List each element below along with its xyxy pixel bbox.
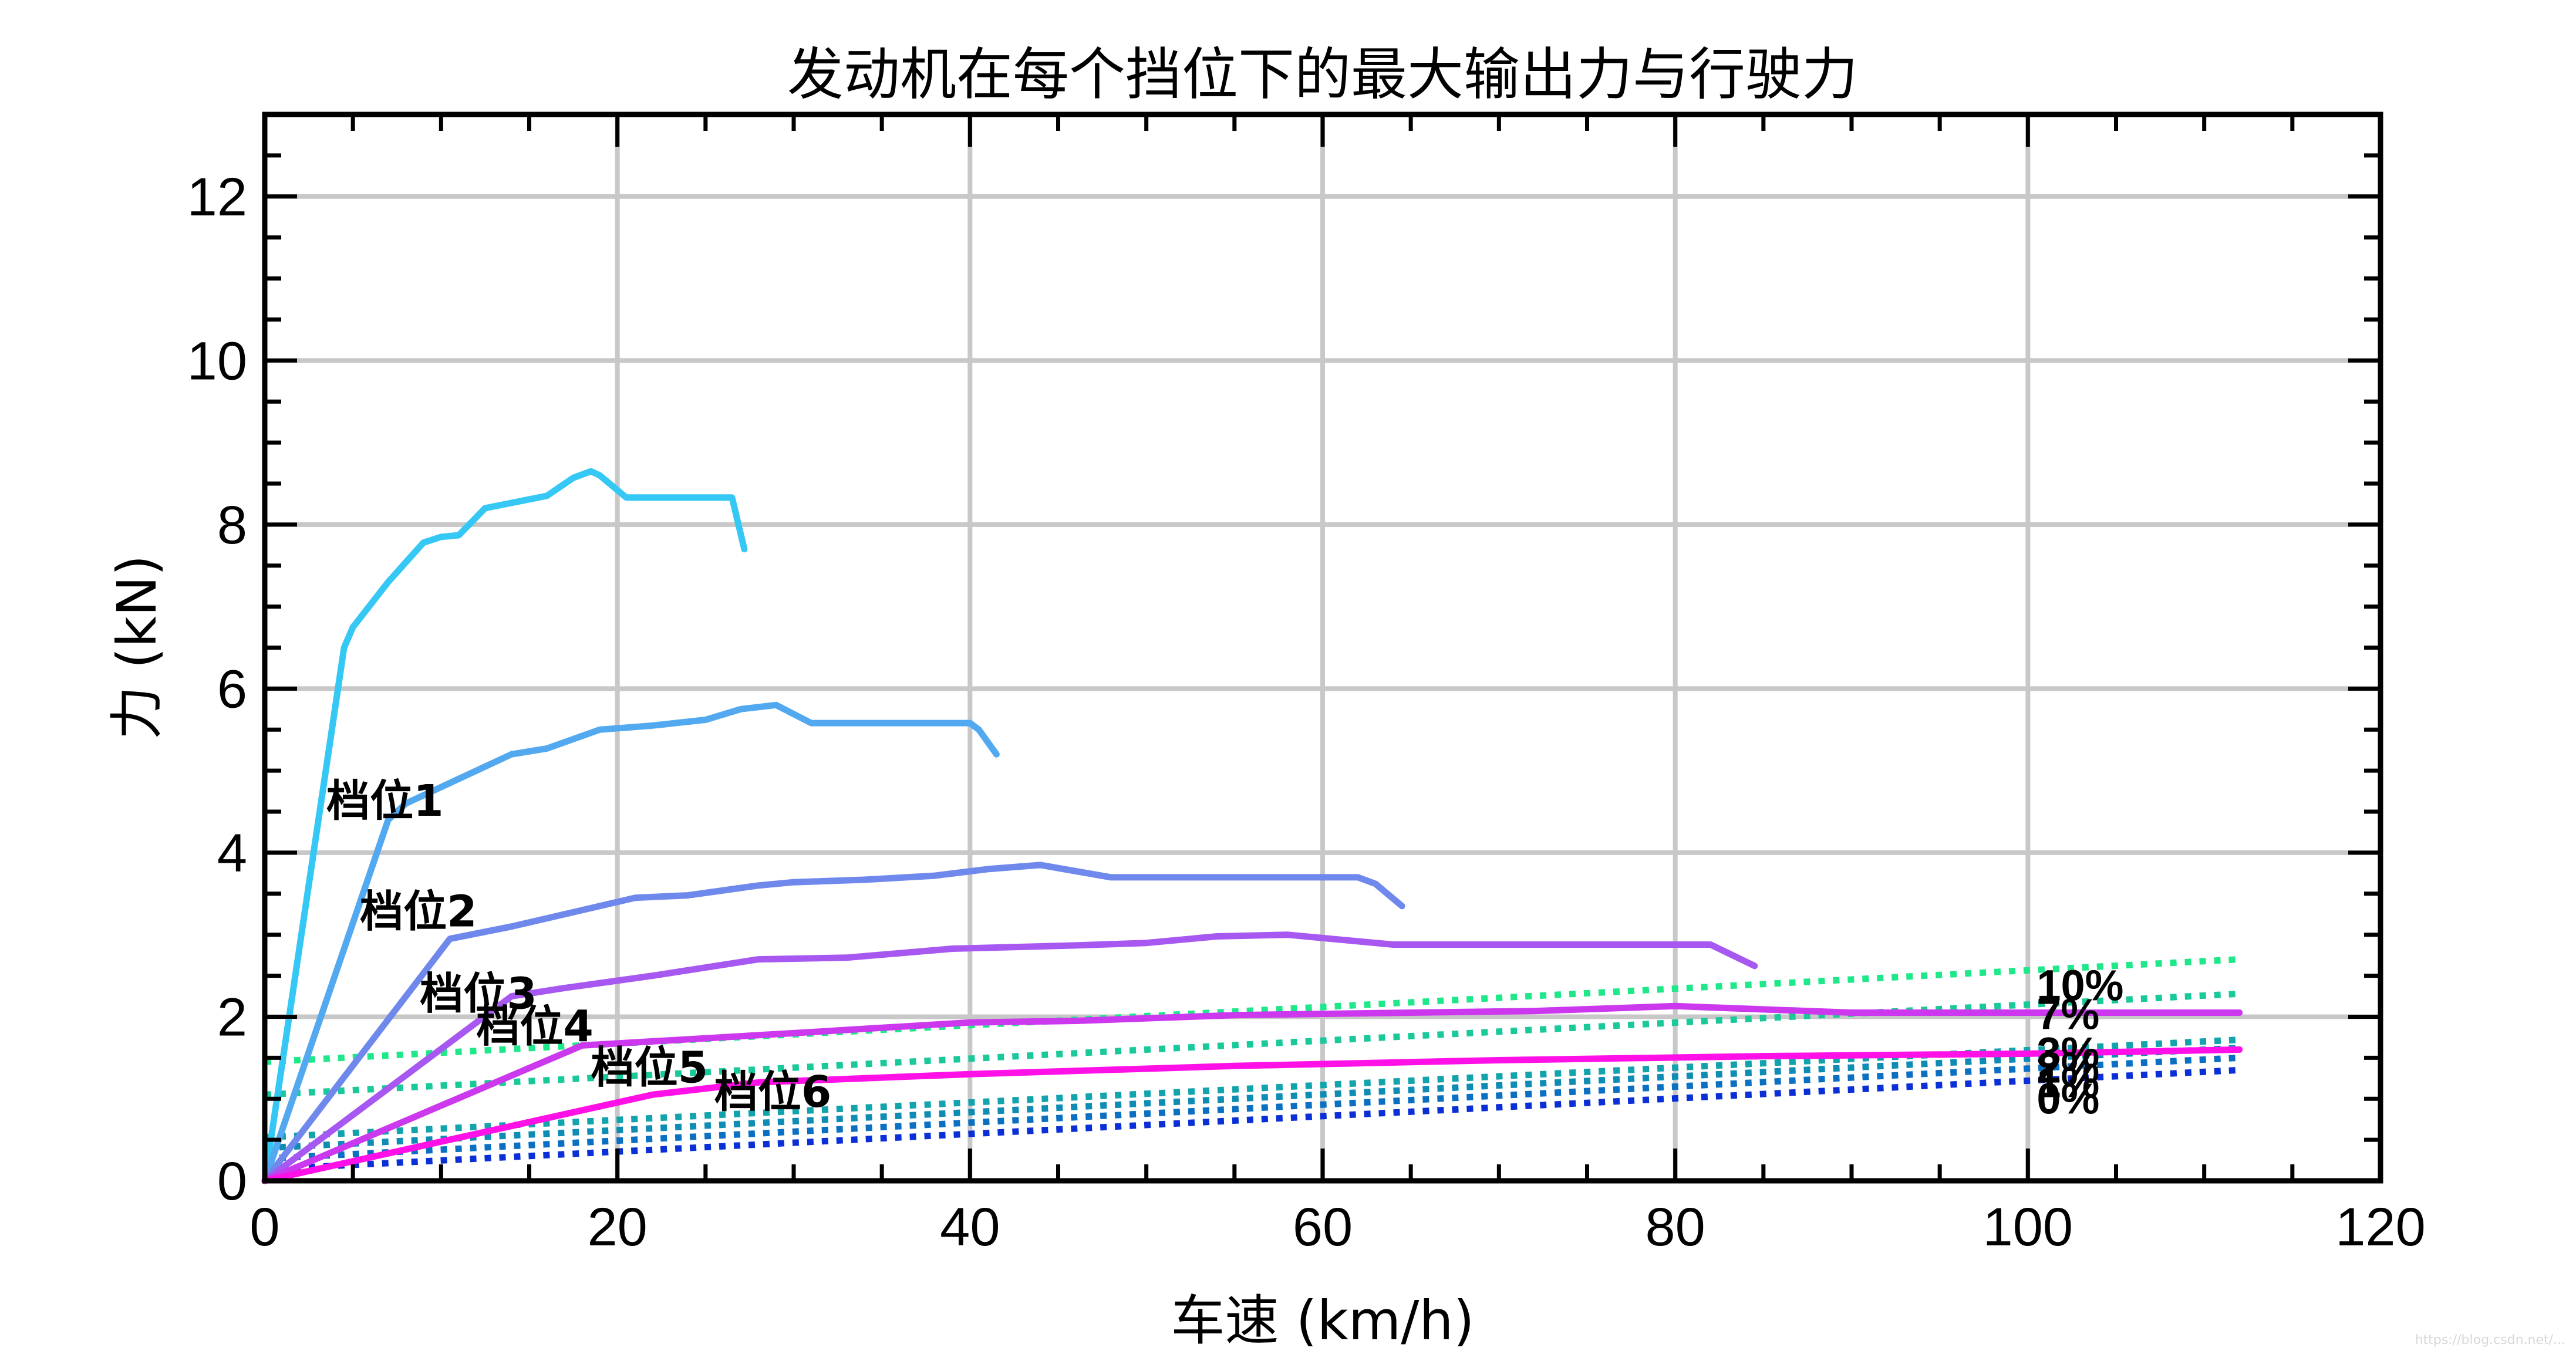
- grade-label: 7%: [2036, 989, 2099, 1038]
- gear-label: 档位1: [326, 776, 444, 826]
- y-tick-label: 12: [187, 167, 247, 227]
- watermark-text: https://blog.csdn.net/...: [2415, 1333, 2565, 1347]
- x-tick-label: 0: [249, 1197, 279, 1257]
- gear-force-line: [261, 1002, 2243, 1184]
- x-tick-label: 20: [587, 1197, 647, 1257]
- gear-force-line: [261, 862, 1405, 1184]
- x-tick-label: 120: [2335, 1197, 2426, 1257]
- x-axis-label: 车速 (km/h): [1171, 1289, 1474, 1351]
- series-layer: [261, 468, 2243, 1184]
- y-tick-label: 10: [187, 331, 247, 391]
- y-tick-label: 0: [217, 1151, 247, 1211]
- gear-label: 档位2: [360, 887, 477, 937]
- gear-label: 档位3: [420, 968, 537, 1019]
- x-tick-label: 100: [1983, 1197, 2073, 1257]
- y-tick-label: 8: [217, 495, 247, 555]
- gear-force-line: [261, 1046, 2243, 1184]
- grade-label: 10%: [2036, 961, 2123, 1010]
- grade-label: 1%: [2036, 1058, 2099, 1106]
- resistance-line: [264, 1045, 2240, 1151]
- grade-label: 3%: [2036, 1028, 2099, 1077]
- grade-label: 0%: [2036, 1074, 2099, 1123]
- x-tick-label: 80: [1645, 1197, 1705, 1257]
- grade-label: 2%: [2036, 1043, 2099, 1092]
- x-tick-label: 60: [1293, 1197, 1353, 1257]
- x-tick-label: 40: [940, 1197, 1000, 1257]
- resistance-line: [264, 1054, 2240, 1162]
- chart-title: 发动机在每个挡位下的最大输出力与行驶力: [787, 42, 1858, 107]
- resistance-line: [264, 956, 2240, 1065]
- y-tick-label: 2: [217, 987, 247, 1047]
- y-axis-label: 力 (kN): [106, 555, 168, 739]
- y-tick-label: 6: [217, 659, 247, 719]
- resistance-line: [264, 1066, 2240, 1173]
- plot-frame: [262, 112, 2383, 1184]
- gear-label: 档位5: [591, 1042, 709, 1093]
- gear-force-line: [261, 931, 1758, 1184]
- gear-label: 档位4: [476, 1001, 594, 1052]
- y-tick-label: 4: [217, 823, 247, 883]
- gear-force-line: [261, 701, 1000, 1184]
- gear-force-line: [261, 468, 748, 1184]
- gear-label: 档位6: [714, 1067, 832, 1117]
